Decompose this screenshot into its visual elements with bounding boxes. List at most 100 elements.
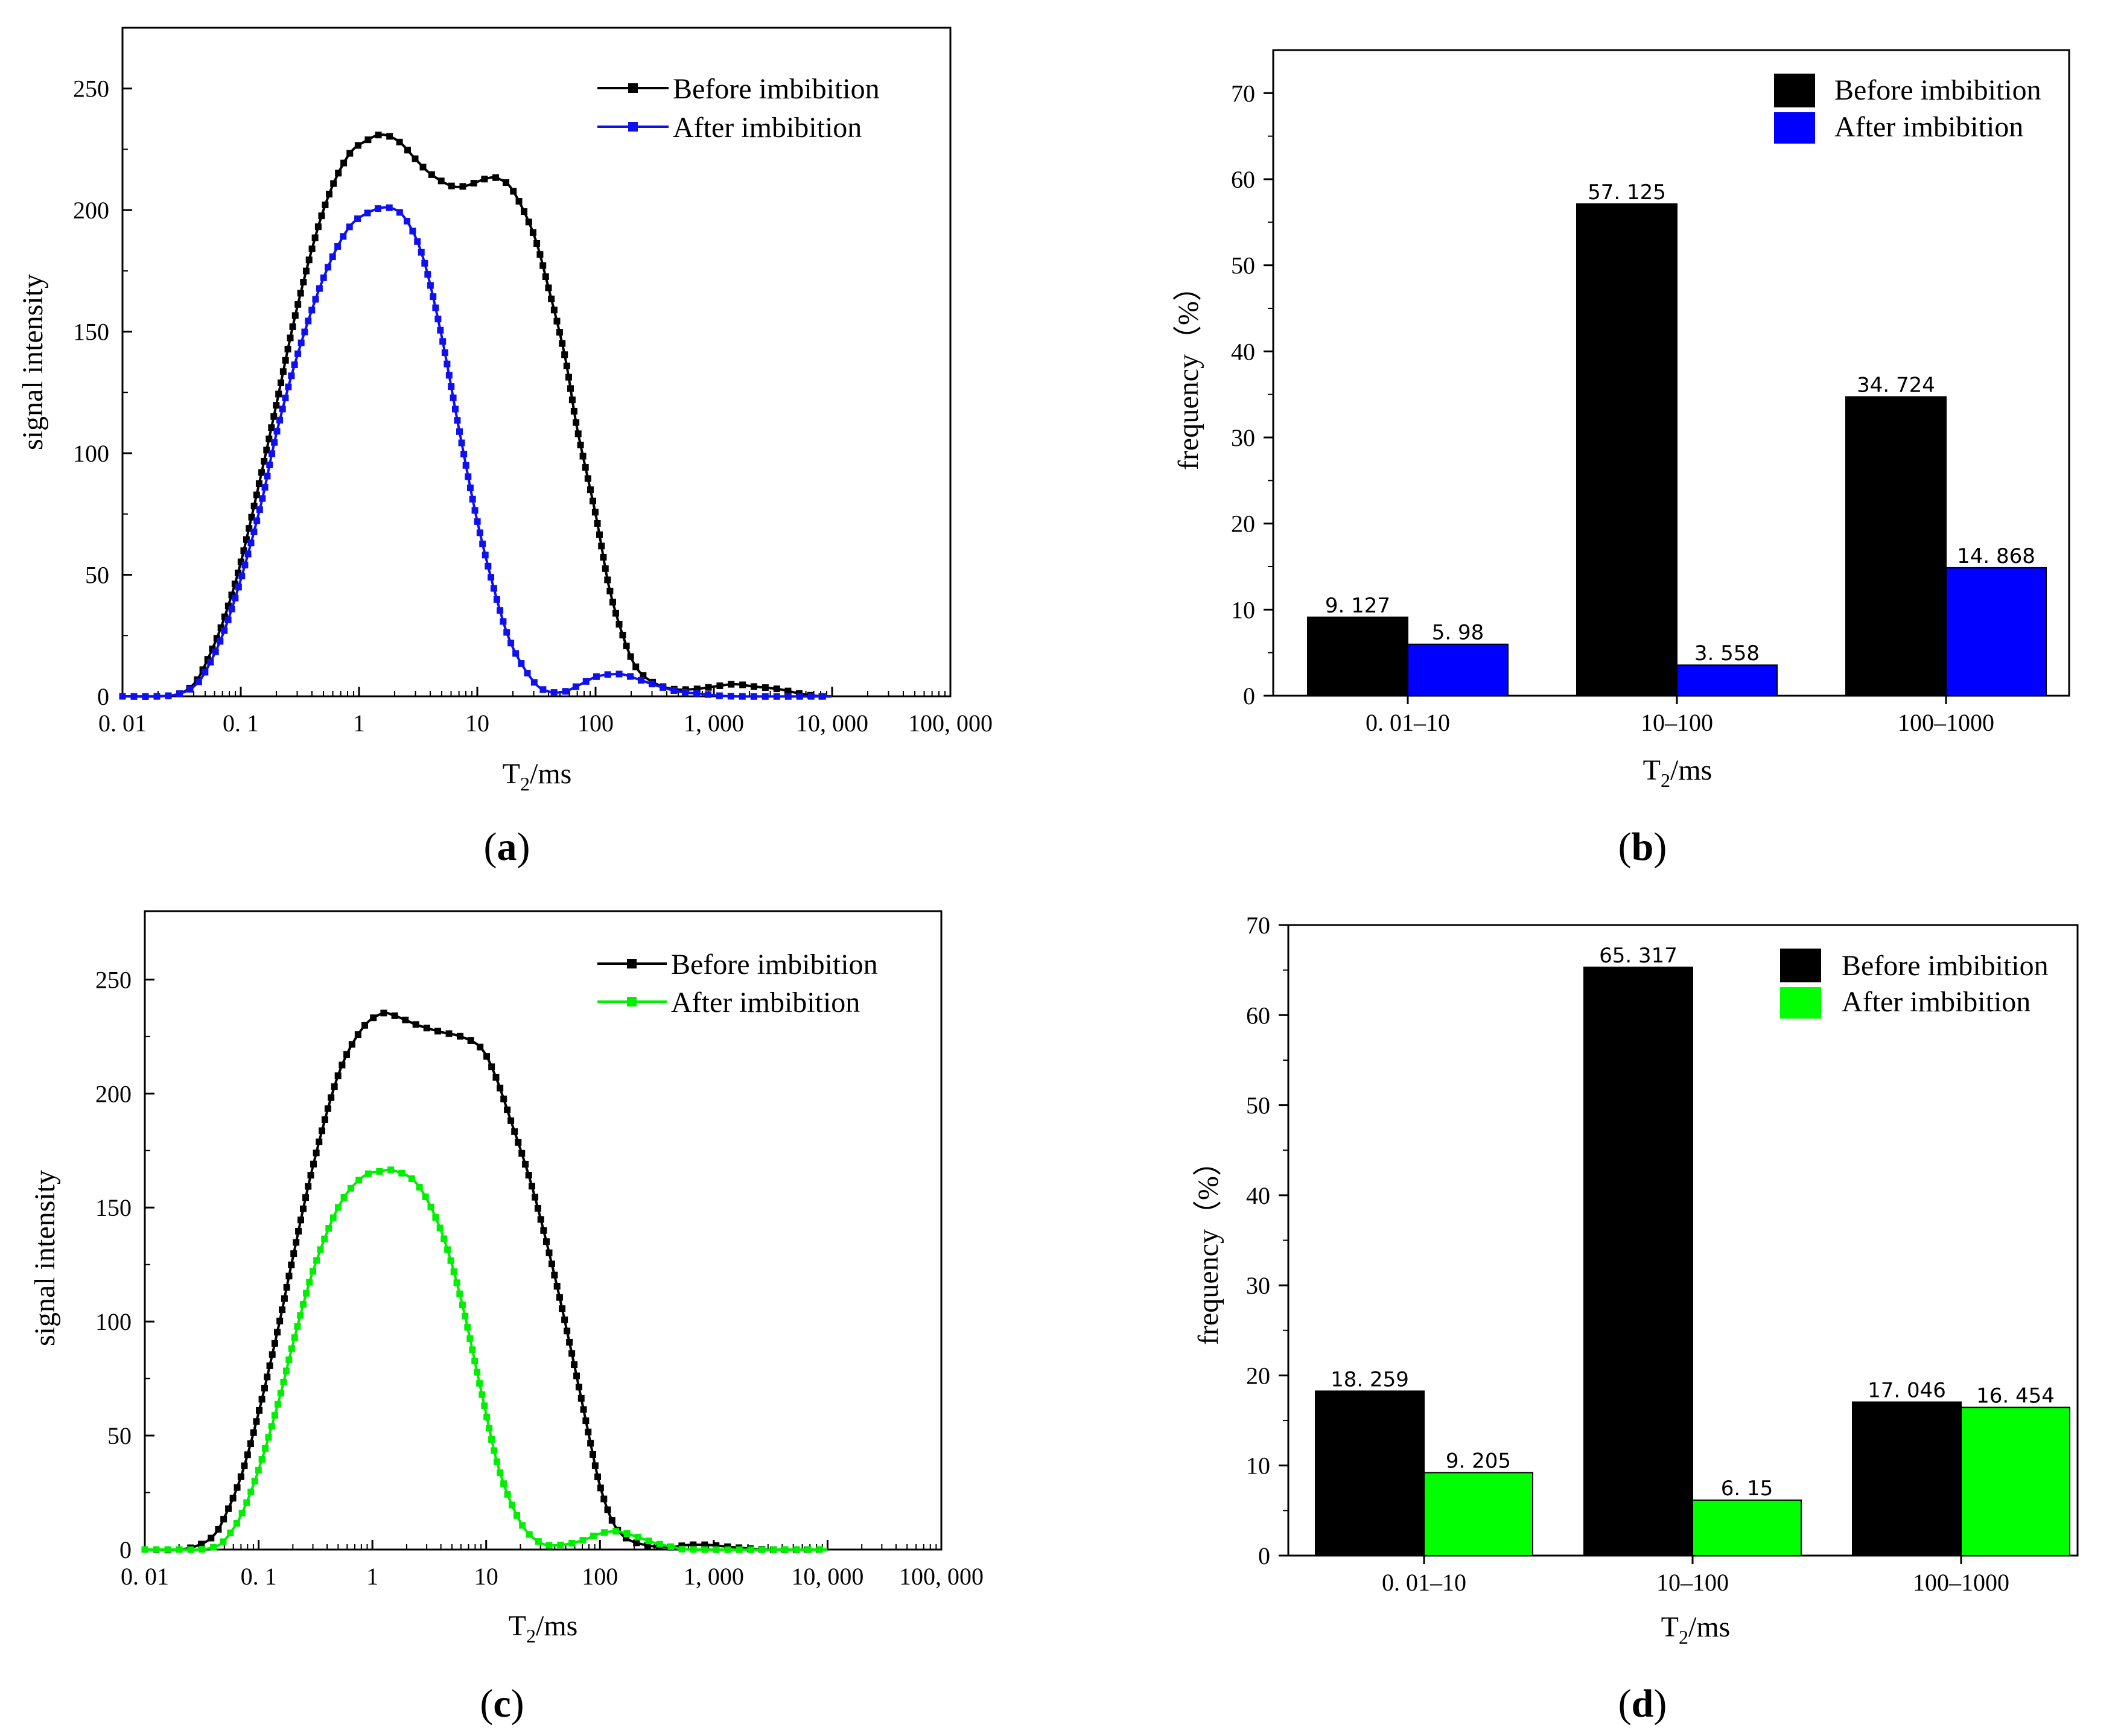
panel-c-series-0-marker-59 [423,1025,430,1032]
panel-c-series-0-marker-8 [220,1516,227,1523]
panel-a-series-1-marker-46 [329,253,336,260]
panel-a-series-1-marker-15 [232,594,239,602]
panel-d-bar-1-2 [1961,1407,2070,1556]
panel-d-bar-label-0-1: 65. 317 [1599,944,1678,968]
panel-c-series-0-marker-99 [585,1428,592,1436]
panel-b-xtick-label-1: 10–100 [1641,709,1713,736]
panel-a-series-0-marker-78 [536,251,544,258]
panel-c-series-0-marker-81 [540,1227,547,1234]
panel-c-series-1-marker-80 [535,1538,542,1545]
panel-a-series-0-marker-94 [574,430,582,437]
panel-c-series-0-marker-117 [713,1542,720,1549]
panel-c-series-0-marker-48 [334,1072,342,1079]
panel-d-ytick-label-1: 10 [1246,1452,1270,1480]
panel-c-series-1-marker-65 [476,1380,483,1387]
panel-a-series-0-marker-73 [515,198,523,205]
panel-b-legend: Before imbibition After imbibition [1774,74,2041,144]
panel-a-series-1-marker-51 [364,209,371,217]
panel-d-caption: (d) [1618,1682,1667,1726]
panel-d-bar-0-1 [1583,966,1693,1556]
panel-a-series-0-marker-84 [553,317,561,325]
panel-c-xlabel-unit: /ms [536,1610,577,1642]
panel-a-series-0-marker-88 [563,362,570,369]
panel-c-series-1-marker-35 [321,1235,328,1242]
panel-c-xlabel: T2/ms [509,1610,578,1647]
panel-a-series-1-marker-31 [276,416,284,424]
panel-c-series-1-marker-99 [747,1546,754,1553]
panel-a-xtick-label-4: 100 [577,710,614,737]
panel-c-series-0-marker-26 [276,1317,284,1324]
panel-c-series-0-line [144,1011,828,1551]
panel-a-series-1-marker-119 [773,693,780,700]
panel-d-legend-before: Before imbibition [1842,950,2049,982]
panel-a-series-1-marker-19 [244,550,252,558]
panel-a-series-0-marker-62 [412,155,419,162]
panel-a-series-1-marker-96 [524,670,531,677]
panel-a-series-0-marker-105 [600,554,607,561]
panel-c-series-0-marker-88 [559,1305,566,1312]
panel-a-series-1-marker-122 [807,693,815,700]
panel-c-series-0-marker-21 [264,1373,271,1381]
panel-c-series-0-marker-102 [591,1462,599,1469]
panel-c-series-1-marker-8 [227,1529,234,1536]
panel-a-series-1-marker-123 [819,693,826,700]
panel-c-series-1-marker-54 [447,1257,454,1264]
panel-a-ytick-label-2: 100 [73,440,109,467]
panel-c-series-1-marker-64 [474,1369,481,1376]
panel-c-ytick-label-5: 250 [95,966,132,993]
panel-c-series-1-marker-33 [313,1257,320,1264]
panel-a-series-1-marker-52 [374,205,381,212]
panel-c-series-1-marker-47 [416,1183,423,1191]
panel-a-series-0-marker-106 [602,565,609,572]
panel-a-series-1-marker-117 [750,693,757,700]
panel-c-series-0-marker-77 [528,1183,535,1190]
panel-b-xlabel-unit: /ms [1670,754,1712,786]
panel-a-series-0-marker-102 [594,520,601,527]
panel-a-series-1-marker-33 [282,394,289,401]
panel-d-ytick-label-2: 20 [1246,1362,1270,1389]
panel-a-ytick-label-3: 150 [73,319,109,346]
panel-a-series-0-marker-23 [250,503,258,510]
panel-c-legend-after: After imbibition [671,987,860,1019]
panel-c-series-1-marker-24 [285,1356,293,1364]
panel-a-series-0-marker-41 [294,300,302,308]
panel-a-series-0-marker-24 [253,491,260,498]
panel-d-ylabel: frequency（%） [1192,1147,1224,1345]
panel-c-series-0-marker-78 [532,1194,539,1201]
panel-a-series-1-marker-42 [312,296,319,303]
panel-a-series-0-marker-38 [287,334,294,342]
panel-c-series-1-marker-17 [265,1434,272,1441]
panel-b-xlabel-main: T [1643,754,1661,786]
panel-a-series-1-marker-111 [682,689,689,696]
panel-c-series-1-marker-49 [427,1203,434,1210]
panel-c-xtick-label-4: 100 [582,1563,618,1590]
panel-a-series-1-marker-100 [562,688,569,695]
panel-a-series-0-marker-77 [533,240,541,247]
panel-a-series-0-marker-91 [568,396,576,404]
panel-c-series-0-marker-30 [285,1273,293,1280]
panel-c-series-0-marker-100 [587,1440,594,1447]
panel-c-series-1-marker-12 [247,1489,255,1496]
panel-a-series-0-marker-46 [308,245,316,252]
panel-c-series-1-marker-10 [238,1510,246,1517]
panel-c-series-1-marker-90 [645,1537,652,1545]
panel-a-series-0-marker-75 [525,218,532,226]
panel-a-xlabel-sub: 2 [520,773,530,795]
panel-a-series-0-marker-13 [221,613,228,620]
panel-c-series-1-marker-95 [701,1546,708,1553]
panel-c-series-0-marker-38 [305,1183,312,1190]
panel-c-series-0-marker-34 [295,1227,302,1235]
panel-a-series-1-marker-39 [301,328,308,335]
panel-a-series-0-marker-51 [325,191,332,198]
panel-a-series-1-marker-48 [340,233,347,240]
panel-a-series-1-marker-98 [539,686,547,693]
panel-b-ytick-label-4: 40 [1231,338,1255,365]
panel-a-series-1-marker-67 [441,349,448,357]
panel-c-series-0-marker-47 [331,1083,338,1090]
panel-a-series-0-marker-109 [609,599,616,606]
panel-d-xtick-label-0: 0. 01–10 [1382,1569,1466,1596]
panel-a-series-0-marker-37 [284,346,291,353]
panel-a-series-0-marker-65 [437,177,445,185]
panel-a-series-1-marker-58 [418,249,425,256]
panel-c-series-1-marker-75 [504,1491,511,1498]
